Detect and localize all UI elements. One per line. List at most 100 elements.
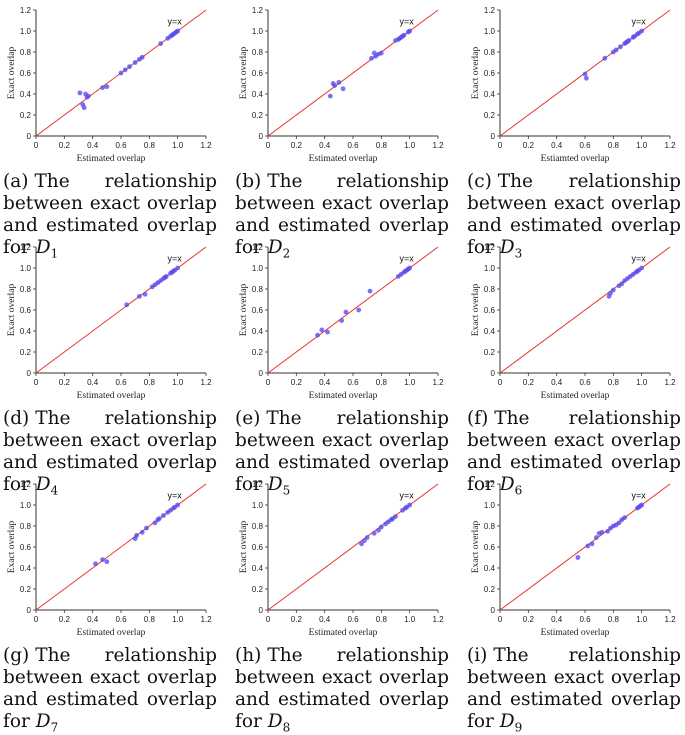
scatter-point: [584, 75, 589, 81]
x-tick-label: 0: [266, 378, 271, 387]
figure-panel: 0 0.2 0.4 0.6 0.8 1.0 1.2 0 0.2 0.4 0.6 0.8 1.0 1.2 y=…: [3, 240, 231, 497]
y-tick-label: 0.6: [252, 306, 264, 315]
y-tick-label: 0.2: [20, 585, 32, 594]
y-tick-label: 0.6: [252, 69, 264, 78]
x-tick-label: 0.4: [87, 378, 99, 387]
reference-line-label: y=x: [168, 254, 183, 264]
x-tick-label: 0.6: [115, 615, 127, 624]
x-tick-label: 1.2: [664, 615, 676, 624]
x-tick-label: 0.8: [608, 615, 620, 624]
scatter-point: [599, 529, 605, 535]
y-tick-label: 0: [491, 369, 496, 378]
y-tick-label: 1.0: [252, 264, 264, 273]
x-tick-label: 0.2: [523, 141, 535, 150]
y-tick-label: 0.8: [20, 48, 32, 57]
scatter-point: [613, 47, 619, 53]
x-tick-label: 0: [498, 141, 503, 150]
y-axis-label: Exact overlap: [7, 284, 17, 337]
figure-panel: 0 0.2 0.4 0.6 0.8 1.0 1.2 0 0.2 0.4 0.6 0.8 1.0 1.2 y=…: [467, 3, 685, 260]
x-tick-label: 0.2: [59, 378, 71, 387]
caption-label: (f): [467, 408, 489, 429]
scatter-point: [139, 54, 145, 60]
y-tick-label: 0.2: [20, 111, 32, 120]
y-tick-label: 1.0: [484, 27, 496, 36]
figure-caption: (c) The relationship between exact overla…: [467, 171, 681, 260]
y-tick-label: 0.2: [484, 111, 496, 120]
scatter-point: [593, 535, 599, 540]
dataset-index: 2: [282, 246, 291, 261]
dataset-symbol: D: [267, 474, 283, 495]
x-tick-label: 1.0: [636, 378, 648, 387]
dataset-symbol: D: [499, 711, 515, 732]
x-tick-label: 1.2: [432, 615, 444, 624]
figure-caption: (f) The relationship between exact overla…: [467, 408, 681, 497]
reference-line-y-equals-x: [35, 246, 207, 374]
y-tick-label: 0.4: [252, 90, 264, 99]
x-axis-label: Estimated overlap: [309, 154, 378, 164]
scatter-point: [175, 502, 181, 508]
scatter-point: [619, 281, 625, 287]
y-axis-label: Exact overlap: [7, 521, 17, 574]
dataset-symbol: D: [35, 237, 51, 258]
x-tick-label: 0.8: [144, 378, 156, 387]
y-axis-label: Exact overlap: [239, 284, 249, 337]
y-tick-label: 0.4: [20, 90, 32, 99]
y-tick-label: 1.2: [20, 243, 32, 252]
y-tick-label: 0.2: [252, 348, 264, 357]
scatter-point: [582, 71, 588, 77]
scatter-point: [589, 541, 595, 547]
x-tick-label: 1.2: [200, 378, 212, 387]
y-tick-label: 0.6: [20, 69, 32, 78]
scatter-point: [367, 288, 373, 294]
x-tick-label: 1.0: [172, 141, 184, 150]
y-axis-label: Exact overlap: [7, 47, 17, 100]
dataset-index: 5: [282, 483, 291, 498]
scatter-point: [605, 528, 611, 534]
scatter-point: [134, 533, 139, 538]
scatter-point: [139, 529, 145, 535]
x-tick-label: 0.4: [319, 141, 331, 150]
y-tick-label: 0: [491, 606, 496, 615]
dataset-index: 9: [514, 720, 523, 735]
y-tick-label: 1.0: [20, 501, 32, 510]
scatter-point: [376, 527, 381, 533]
scatter-point: [369, 55, 374, 61]
figure-panel: 0 0.2 0.4 0.6 0.8 1.0 1.2 0 0.2 0.4 0.6 0.8 1.0 1.2 y=…: [3, 3, 231, 260]
scatter-point: [371, 530, 377, 536]
figure-caption: (h) The relationship between exact overla…: [235, 645, 449, 734]
caption-label: (d): [3, 408, 30, 429]
x-axis-label: Estiamted overlap: [541, 154, 610, 164]
caption-label: (i): [467, 645, 488, 666]
scatter-point: [158, 41, 164, 46]
y-axis-label: Exact overlap: [471, 521, 481, 574]
dataset-symbol: D: [499, 237, 515, 258]
x-tick-label: 0.2: [523, 615, 535, 624]
x-axis-label: Estimated overlap: [541, 628, 610, 638]
y-tick-label: 0.6: [484, 543, 496, 552]
scatter-point: [364, 535, 370, 540]
scatter-point: [618, 44, 623, 50]
y-tick-label: 0.6: [20, 306, 32, 315]
scatter-chart: 0 0.2 0.4 0.6 0.8 1.0 1.2 0 0.2 0.4 0.6 0.8 1.0 1.2 y=…: [471, 243, 676, 401]
x-tick-label: 1.0: [172, 615, 184, 624]
y-tick-label: 0.4: [484, 564, 496, 573]
x-tick-label: 0.2: [291, 141, 303, 150]
scatter-point: [622, 515, 628, 520]
y-tick-label: 0.8: [20, 285, 32, 294]
x-tick-label: 1.2: [432, 378, 444, 387]
x-axis-label: Estimated overlap: [309, 391, 378, 401]
caption-text: The relationship between exact overlap a…: [467, 645, 681, 732]
x-tick-label: 0.2: [59, 141, 71, 150]
y-axis-label: Exact overlap: [471, 284, 481, 337]
x-tick-label: 0.4: [87, 615, 99, 624]
caption-text: The relationship between exact overlap a…: [3, 171, 217, 258]
scatter-point: [137, 293, 142, 299]
figure-panel: 0 0.2 0.4 0.6 0.8 1.0 1.2 0 0.2 0.4 0.6 0.8 1.0 1.2 y=…: [235, 477, 463, 734]
x-tick-label: 0: [34, 615, 39, 624]
reference-line-label: y=x: [400, 491, 415, 501]
y-tick-label: 1.0: [484, 264, 496, 273]
scatter-point: [175, 28, 181, 34]
scatter-point: [315, 332, 320, 338]
x-tick-label: 0.4: [551, 378, 563, 387]
scatter-point: [401, 32, 407, 38]
